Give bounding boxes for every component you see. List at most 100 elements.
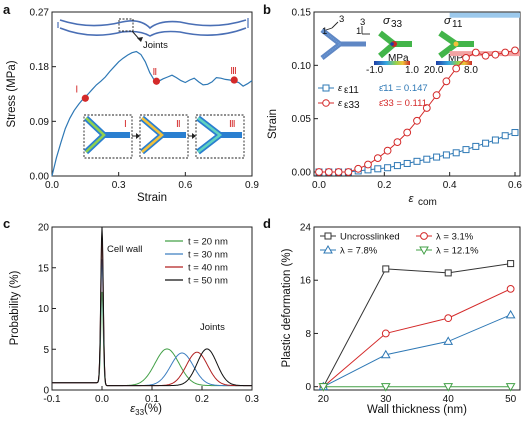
series-line [322, 263, 511, 387]
panel-d-ytick-label: 24 [300, 223, 312, 234]
panel-a-ytick-label: 0.09 [30, 117, 50, 128]
inset-axis-3b: 3 [360, 17, 365, 28]
series-point [432, 91, 441, 100]
panel-c-xtick-label: 0.0 [95, 394, 109, 405]
panel-a-chart: Joints 0.0 0.3 0.6 0.90.000.090.180.27 ⅠⅡ Ⅲ … [6, 8, 259, 205]
panel-d-xtick-label: 30 [380, 394, 392, 405]
series-point [324, 168, 333, 176]
panel-c-xtick-label: 0.2 [195, 394, 209, 405]
legend-marker [323, 244, 333, 254]
series-point [462, 146, 470, 154]
legend-eps11-base: ε [338, 83, 343, 94]
series-point [501, 48, 510, 57]
panel-d-frame [313, 226, 521, 391]
panel-c-xlabel-base: ε [130, 403, 136, 415]
panel-a-frame [51, 11, 253, 177]
sigma11-title: σ [444, 15, 452, 27]
panel-b-ytick-label: 0.00 [292, 168, 312, 179]
sigma11-cbar-min: 20.0 [424, 65, 444, 76]
distribution-curve [52, 291, 252, 387]
reference-band [449, 12, 520, 18]
panel-d-chart: 20 30 40 50 0 8 16 24 Uncrosslinked λ = 3.1% λ = … [281, 223, 521, 416]
inset-axis-1a: 1 [322, 26, 327, 37]
panel-b-xtick-label: 0.6 [508, 180, 522, 191]
series-point [422, 104, 431, 112]
legend-label: t = 40 nm [188, 263, 228, 274]
series-point [482, 139, 490, 147]
series-point [442, 77, 451, 86]
series-point [462, 53, 470, 62]
panel-c-xlabel-sub: 33 [135, 408, 144, 417]
joints-annotation-c: Joints [200, 322, 225, 333]
panel-label-c: c [3, 216, 10, 231]
panel-d-xtick-label: 40 [443, 394, 455, 405]
series-point [403, 128, 412, 137]
legend-eps33-base: ε [338, 98, 343, 109]
series-point [452, 149, 460, 157]
stage-marker [81, 94, 89, 102]
legend-label: t = 30 nm [188, 250, 228, 261]
panel-c-legend: t = 20 nm t = 30 nm t = 40 nm t = 50 nm [165, 237, 228, 287]
series-line [319, 132, 516, 173]
panel-c-xtick-label: -0.1 [43, 394, 61, 405]
series-line [323, 288, 511, 388]
series-point [433, 153, 441, 161]
panel-c-xlabel: ε33(%) [130, 403, 162, 417]
stage-marker-label: Ⅱ [152, 67, 157, 78]
panel-a-xlabel: Strain [137, 192, 167, 204]
series-point [393, 162, 401, 170]
stage-marker [230, 76, 238, 84]
legend-label: t = 20 nm [188, 237, 228, 248]
panel-d-xlabel: Wall thickness (nm) [367, 404, 467, 416]
sigma11-cbar-max: 8.0 [464, 65, 478, 76]
legend-label: λ = 3.1% [436, 232, 474, 243]
panel-a-ytick-label: 0.00 [30, 172, 50, 183]
panel-label-b: b [263, 2, 271, 17]
panel-c-ytick-label: 10 [38, 304, 50, 315]
legend-marker [419, 246, 429, 256]
series-line [323, 314, 511, 388]
series-point [383, 146, 392, 155]
panel-b-xtick-label: 0.2 [377, 180, 391, 191]
joints-annotation: Joints [143, 40, 168, 51]
panel-a-ytick-label: 0.18 [30, 62, 50, 73]
panel-b-ylabel: Strain [267, 109, 279, 139]
sigma11-unit: MPa [448, 53, 469, 64]
panel-d-xtick-label: 20 [318, 394, 330, 405]
panel-label-d: d [263, 216, 271, 231]
panel-a-xtick-label: 0.9 [245, 180, 259, 191]
legend-label: λ = 7.8% [340, 246, 378, 257]
sigma11-sub: 11 [452, 19, 463, 30]
panel-d-ylabel: Plastic deformation (%) [281, 248, 293, 367]
inset-label-III: Ⅲ [229, 119, 236, 130]
series-point [380, 383, 391, 392]
series-point [393, 138, 402, 147]
series-point [505, 309, 516, 319]
panel-b-ytick-label: 0.15 [292, 8, 312, 19]
panel-b-xtick-label: 0.4 [443, 180, 457, 191]
inset-axis-1b: 1 [356, 26, 361, 37]
series-point [505, 383, 516, 392]
deformation-inset-I: Ⅰ [83, 114, 133, 159]
series-point [382, 265, 390, 273]
series-point [444, 269, 452, 277]
panel-c-ytick-label: 0 [43, 386, 49, 397]
series-point [491, 136, 499, 144]
panel-b-ytick-label: 0.05 [292, 114, 312, 125]
series-point [443, 336, 454, 345]
series-point [334, 168, 343, 176]
legend-marker [420, 232, 428, 240]
honeycomb-structure-illustration [57, 18, 249, 42]
inset-axis-3a: 3 [339, 14, 344, 25]
legend-eps33-label: ε33 [344, 100, 360, 111]
series-point [491, 50, 500, 59]
series-point [506, 284, 515, 293]
ref-eps33-label: ε̄33 = 0.111 [379, 98, 427, 109]
series-point [413, 116, 421, 125]
cell-wall-annotation: Cell wall [107, 244, 142, 255]
series-point [472, 142, 480, 150]
series-point [380, 349, 391, 359]
stage-marker-label: Ⅰ [75, 84, 78, 95]
series-point [481, 51, 490, 60]
series-point [442, 151, 450, 159]
